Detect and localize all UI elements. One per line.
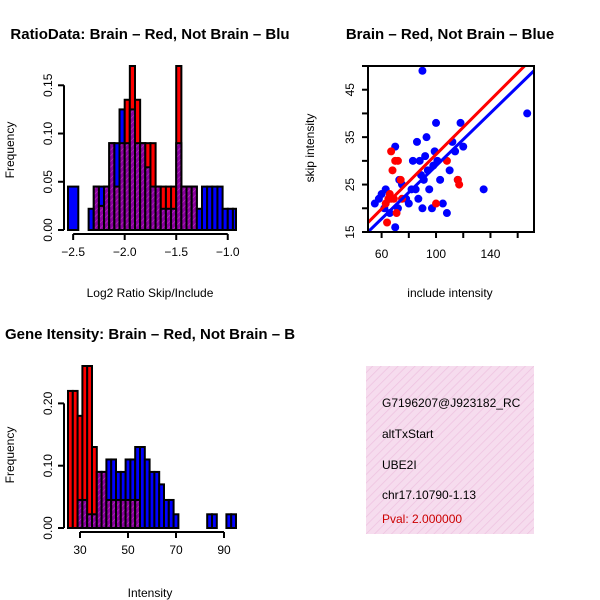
scatter-point-not-brain xyxy=(523,109,532,118)
info-panel: G7196207@J923182_RC altTxStart UBE2I chr… xyxy=(366,366,534,534)
ratio-histogram-y-tick-label: 0.15 xyxy=(41,73,55,97)
gene-histogram-y-tick-label: 0.20 xyxy=(41,391,55,415)
scatter-plot-area xyxy=(368,66,534,232)
scatter-point-not-brain xyxy=(421,152,430,161)
scatter-point-not-brain xyxy=(438,199,447,208)
scatter-point-not-brain xyxy=(412,137,421,146)
gene-histogram-y-tick-label: 0.10 xyxy=(41,454,55,478)
scatter-point-not-brain xyxy=(445,166,454,175)
scatter-point-not-brain xyxy=(415,156,424,165)
scatter-point-brain xyxy=(432,199,441,208)
scatter-fit-line-brain xyxy=(368,66,527,224)
gene-histogram-axes: 30 50 70 90 0.00 0.10 0.20 xyxy=(41,391,231,557)
gene-histogram-title: Gene Itensity: Brain – Red, Not Brain – … xyxy=(5,326,295,343)
ratio-histogram-x-tick-label: −2.0 xyxy=(113,245,137,259)
ratio-histogram-bars xyxy=(67,65,237,232)
gene-histogram-bar-not-brain xyxy=(230,513,237,529)
ratio-histogram-title: RatioData: Brain – Red, Not Brain – Blu xyxy=(10,26,289,43)
scatter-point-not-brain xyxy=(425,185,434,194)
scatter-point-brain xyxy=(396,175,405,184)
scatter-point-brain xyxy=(387,147,396,156)
scatter-y-tick-label: 25 xyxy=(343,178,357,192)
scatter-xlabel: include intensity xyxy=(407,286,492,300)
gene-histogram-bar-not-brain xyxy=(172,513,180,529)
scatter-fit-line-not-brain xyxy=(368,69,534,232)
scatter-point-not-brain xyxy=(418,204,427,213)
info-gene: UBE2I xyxy=(382,458,417,472)
scatter-point-not-brain xyxy=(459,142,468,151)
gene-histogram-x-tick-label: 90 xyxy=(217,543,231,557)
scatter-x-tick-label: 100 xyxy=(426,247,446,261)
ratio-histogram-y-tick-label: 0.05 xyxy=(41,170,55,194)
scatter-y-tick-label: 45 xyxy=(343,83,357,97)
gene-histogram-bar-not-brain xyxy=(211,513,218,529)
scatter-axes: 60 100 140 15 25 35 45 xyxy=(343,65,535,261)
ratio-histogram-ylabel: Frequency xyxy=(3,122,17,179)
scatter-ylabel: skip intensity xyxy=(303,114,317,183)
scatter-point-not-brain xyxy=(422,133,431,142)
gene-histogram-bars xyxy=(67,365,237,530)
gene-intensity-histogram-panel: Gene Itensity: Brain – Red, Not Brain – … xyxy=(3,326,295,600)
info-pval: Pval: 2.000000 xyxy=(382,512,462,526)
scatter-point-not-brain xyxy=(418,66,427,75)
ratio-histogram-x-tick-label: −1.5 xyxy=(164,245,188,259)
info-location: chr17.10790-1.13 xyxy=(382,488,476,502)
scatter-point-not-brain xyxy=(432,118,441,127)
scatter-point-not-brain xyxy=(436,175,445,184)
scatter-y-tick-label: 35 xyxy=(343,130,357,144)
scatter-point-brain xyxy=(388,166,397,175)
ratio-histogram-bar-not-brain xyxy=(67,185,80,232)
scatter-frame xyxy=(367,65,535,233)
scatter-point-not-brain xyxy=(414,194,423,203)
scatter-point-brain xyxy=(393,156,402,165)
intensity-scatter-panel: Brain – Red, Not Brain – Blue include in… xyxy=(303,26,554,300)
gene-histogram-x-tick-label: 70 xyxy=(169,543,183,557)
scatter-point-not-brain xyxy=(408,156,417,165)
ratio-histogram-panel: RatioData: Brain – Red, Not Brain – Blu … xyxy=(3,26,290,300)
scatter-point-brain xyxy=(455,180,464,189)
ratio-histogram-bar-not-brain xyxy=(231,207,237,232)
scatter-point-brain xyxy=(392,209,401,218)
scatter-point-not-brain xyxy=(442,209,451,218)
info-probeset: G7196207@J923182_RC xyxy=(382,396,521,410)
gene-histogram-x-tick-label: 50 xyxy=(121,543,135,557)
scatter-y-tick-label: 15 xyxy=(343,225,357,239)
scatter-x-tick-label: 60 xyxy=(375,247,389,261)
ratio-histogram-y-tick-label: 0.00 xyxy=(41,218,55,242)
gene-histogram-y-tick-label: 0.00 xyxy=(41,516,55,540)
scatter-title: Brain – Red, Not Brain – Blue xyxy=(346,26,554,43)
ratio-histogram-x-tick-label: −1.0 xyxy=(216,245,240,259)
info-event-type: altTxStart xyxy=(382,427,434,441)
scatter-plot xyxy=(368,66,534,232)
ratio-histogram-axes: −2.5 −2.0 −1.5 −1.0 0.00 0.05 0.10 0.15 xyxy=(41,73,240,259)
scatter-x-tick-label: 140 xyxy=(480,247,500,261)
ratio-histogram-y-tick-label: 0.10 xyxy=(41,122,55,146)
gene-histogram-ylabel: Frequency xyxy=(3,427,17,484)
gene-histogram-x-tick-label: 30 xyxy=(73,543,87,557)
scatter-point-not-brain xyxy=(404,199,413,208)
ratio-histogram-xlabel: Log2 Ratio Skip/Include xyxy=(87,286,214,300)
gene-histogram-xlabel: Intensity xyxy=(128,586,173,600)
scatter-point-not-brain xyxy=(479,185,488,194)
info-panel-background xyxy=(366,366,534,534)
ratio-histogram-x-tick-label: −2.5 xyxy=(61,245,85,259)
scatter-point-not-brain xyxy=(456,118,465,127)
scatter-point-not-brain xyxy=(391,223,400,232)
scatter-point-brain xyxy=(383,218,392,227)
